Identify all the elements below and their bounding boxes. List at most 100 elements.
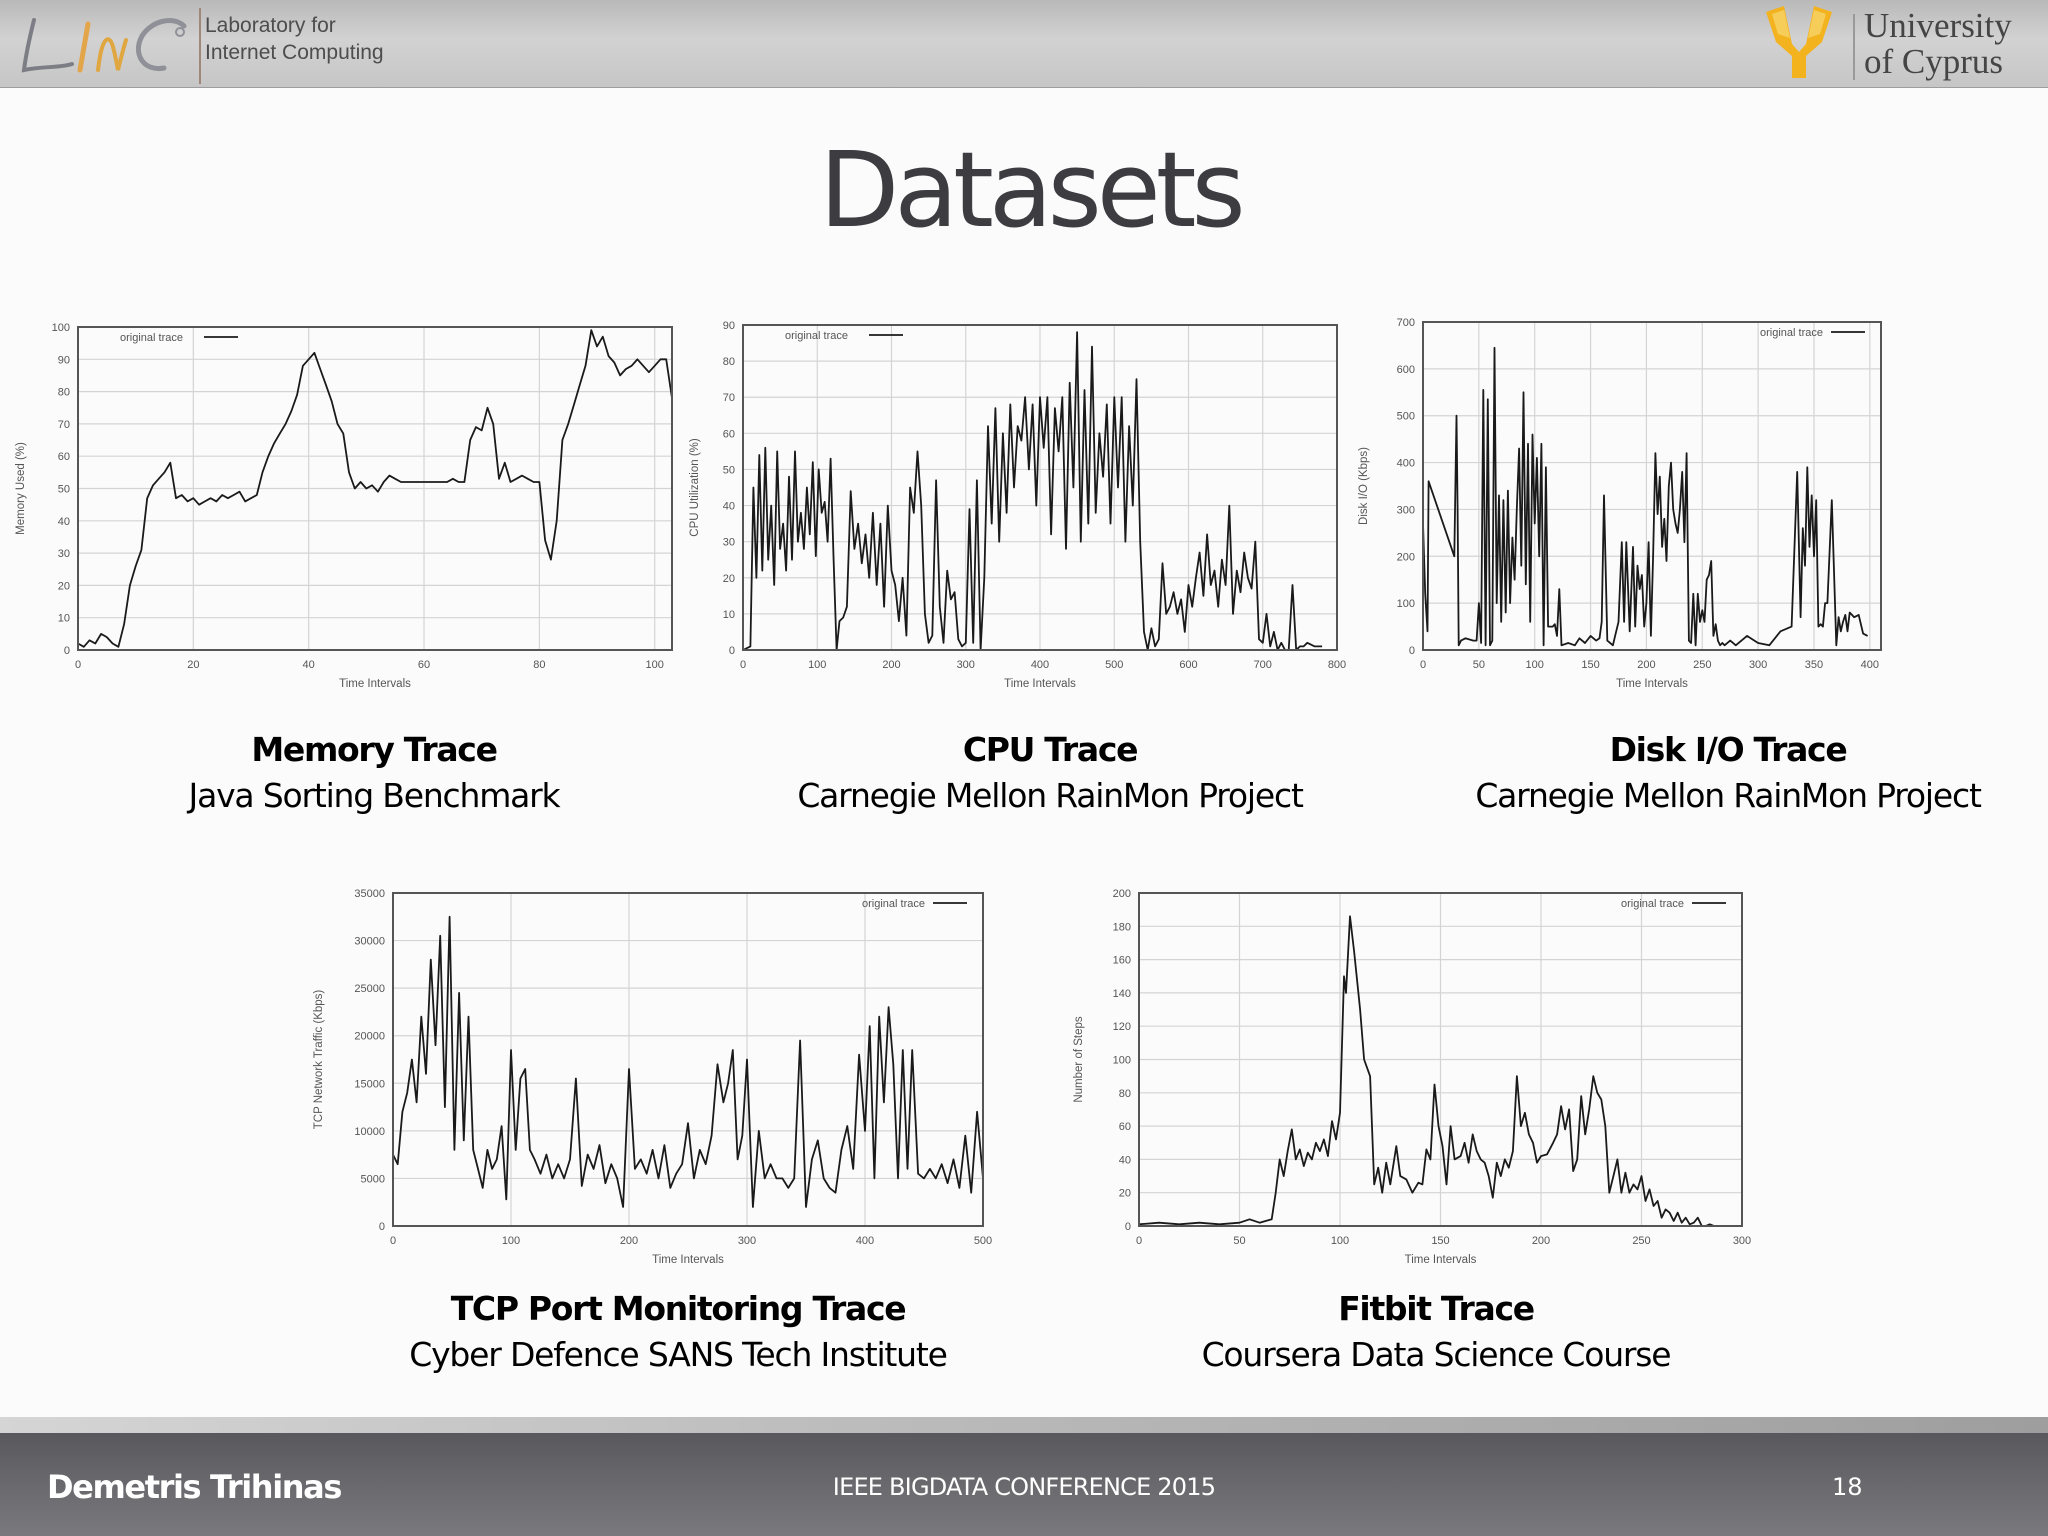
y-tick-label: 35000 [354,888,385,900]
chart-legend: original trace [120,332,238,344]
x-tick-label: 60 [418,659,430,671]
university-divider [1853,14,1855,80]
slide-page-number: 18 [1832,1473,1863,1501]
y-tick-label: 120 [1113,1021,1131,1033]
university-emblem-icon [1766,6,1832,78]
plot-frame [392,892,984,1227]
y-tick-label: 60 [58,451,70,463]
footer-author: Demetris Trihinas [47,1468,342,1506]
y-tick-label: 60 [1119,1121,1131,1133]
x-tick-label: 400 [856,1235,874,1247]
x-tick-label: 100 [646,659,664,671]
plot-frame [77,326,673,651]
x-axis-label: Time Intervals [1004,678,1076,690]
caption-tcp-port-trace: TCP Port Monitoring Trace Cyber Defence … [358,1287,998,1379]
chart-legend: original trace [1760,327,1865,339]
y-axis-label: Number of Steps [1073,1016,1085,1103]
y-tick-label: 400 [1397,458,1415,470]
y-axis-label: TCP Network Traffic (Kbps) [313,990,325,1130]
x-tick-label: 600 [1179,659,1197,671]
caption-title: Memory Trace [251,730,498,769]
plot-frame [1138,892,1743,1227]
caption-title: TCP Port Monitoring Trace [450,1289,907,1328]
chart-legend: original trace [1621,898,1726,910]
cpu-trace-chart: 0 10 20 30 40 50 60 70 80 90 0 100 200 300 400 500 600 70… [680,318,1370,698]
chart-svg: 0 5000 10000 15000 20000 25000 30000 35000 0 100 2… [313,888,992,1266]
x-tick-label: 800 [1328,659,1346,671]
x-tick-label: 300 [1733,1235,1751,1247]
tcp-port-trace-chart: 0 5000 10000 15000 20000 25000 30000 35000 0 100 2… [300,885,1000,1275]
y-axis-label: Memory Used (%) [15,442,27,535]
x-axis-label: Time Intervals [1616,678,1688,690]
y-tick-label: 50 [723,464,735,476]
chart-svg: 0 10 20 30 40 50 60 70 80 90 0 100 200 300 400 500 600 70… [689,320,1346,690]
caption-subtitle: Coursera Data Science Course [1201,1335,1672,1374]
lab-name-line1: Laboratory for [205,14,336,37]
x-tick-label: 150 [1581,659,1599,671]
university-name: University of Cyprus [1864,8,2012,80]
x-axis-label: Time Intervals [652,1254,724,1266]
y-tick-label: 80 [723,356,735,368]
x-tick-label: 100 [808,659,826,671]
y-tick-label: 20 [1119,1188,1131,1200]
y-tick-label: 90 [723,320,735,332]
x-tick-label: 500 [1105,659,1123,671]
y-tick-label: 20 [723,573,735,585]
y-tick-label: 100 [52,322,70,334]
y-tick-label: 100 [1397,598,1415,610]
y-tick-label: 70 [58,419,70,431]
footer-conference: IEEE BIGDATA CONFERENCE 2015 [832,1473,1216,1501]
caption-subtitle: Cyber Defence SANS Tech Institute [409,1335,948,1374]
caption-subtitle: Java Sorting Benchmark [188,776,561,815]
y-tick-label: 0 [1125,1221,1131,1233]
y-tick-label: 0 [1409,645,1415,657]
logo-divider [199,8,201,84]
x-tick-label: 80 [533,659,545,671]
svg-text:original trace: original trace [1621,898,1684,910]
disk-io-trace-chart: 0 100 200 300 400 500 600 700 0 50 100 150 200 250 300… [1355,317,2048,698]
x-tick-label: 0 [75,659,81,671]
lab-name: Laboratory for Internet Computing [205,12,384,66]
y-tick-label: 200 [1113,888,1131,900]
svg-text:original trace: original trace [862,898,925,910]
university-line1: University [1864,6,2012,45]
chart-legend: original trace [785,330,903,342]
y-tick-label: 20000 [354,1031,385,1043]
lab-name-line2: Internet Computing [205,41,384,64]
x-axis-label: Time Intervals [339,678,411,690]
y-tick-label: 0 [64,645,70,657]
header-bar: Laboratory for Internet Computing Univer… [0,0,2048,88]
y-tick-label: 50 [58,484,70,496]
x-tick-label: 100 [1526,659,1544,671]
x-tick-label: 0 [1136,1235,1142,1247]
caption-fitbit-trace: Fitbit Trace Coursera Data Science Cours… [1126,1287,1746,1379]
x-tick-label: 400 [1861,659,1879,671]
caption-disk-io-trace: Disk I/O Trace Carnegie Mellon RainMon P… [1418,728,2038,820]
y-tick-label: 140 [1113,988,1131,1000]
svg-text:original trace: original trace [785,330,848,342]
svg-text:original trace: original trace [1760,327,1823,339]
svg-text:original trace: original trace [120,332,183,344]
x-tick-label: 0 [390,1235,396,1247]
caption-title: CPU Trace [962,730,1139,769]
x-tick-label: 20 [187,659,199,671]
caption-subtitle: Carnegie Mellon RainMon Project [797,776,1304,815]
grid-lines [392,892,984,1227]
x-tick-label: 0 [1420,659,1426,671]
x-tick-label: 50 [1473,659,1485,671]
x-tick-label: 100 [502,1235,520,1247]
plot-frame [742,324,1338,651]
trace-line [392,915,984,1208]
y-tick-label: 15000 [354,1078,385,1090]
chart-svg: 0 10 20 30 40 50 60 70 80 90 100 0 20 40 60 80 100 Time I… [15,322,673,690]
chart-svg: 0 100 200 300 400 500 600 700 0 50 100 150 200 250 300… [1358,317,1882,690]
x-axis-label: Time Intervals [1405,1254,1477,1266]
x-tick-label: 300 [957,659,975,671]
x-tick-label: 700 [1254,659,1272,671]
caption-title: Fitbit Trace [1338,1289,1535,1328]
y-tick-label: 40 [1119,1154,1131,1166]
fitbit-trace-chart: 0 20 40 60 80 100 120 140 160 180 200 0 50 100 150 200 2… [1060,885,1760,1275]
x-tick-label: 300 [1749,659,1767,671]
y-tick-label: 180 [1113,921,1131,933]
y-tick-label: 80 [1119,1088,1131,1100]
